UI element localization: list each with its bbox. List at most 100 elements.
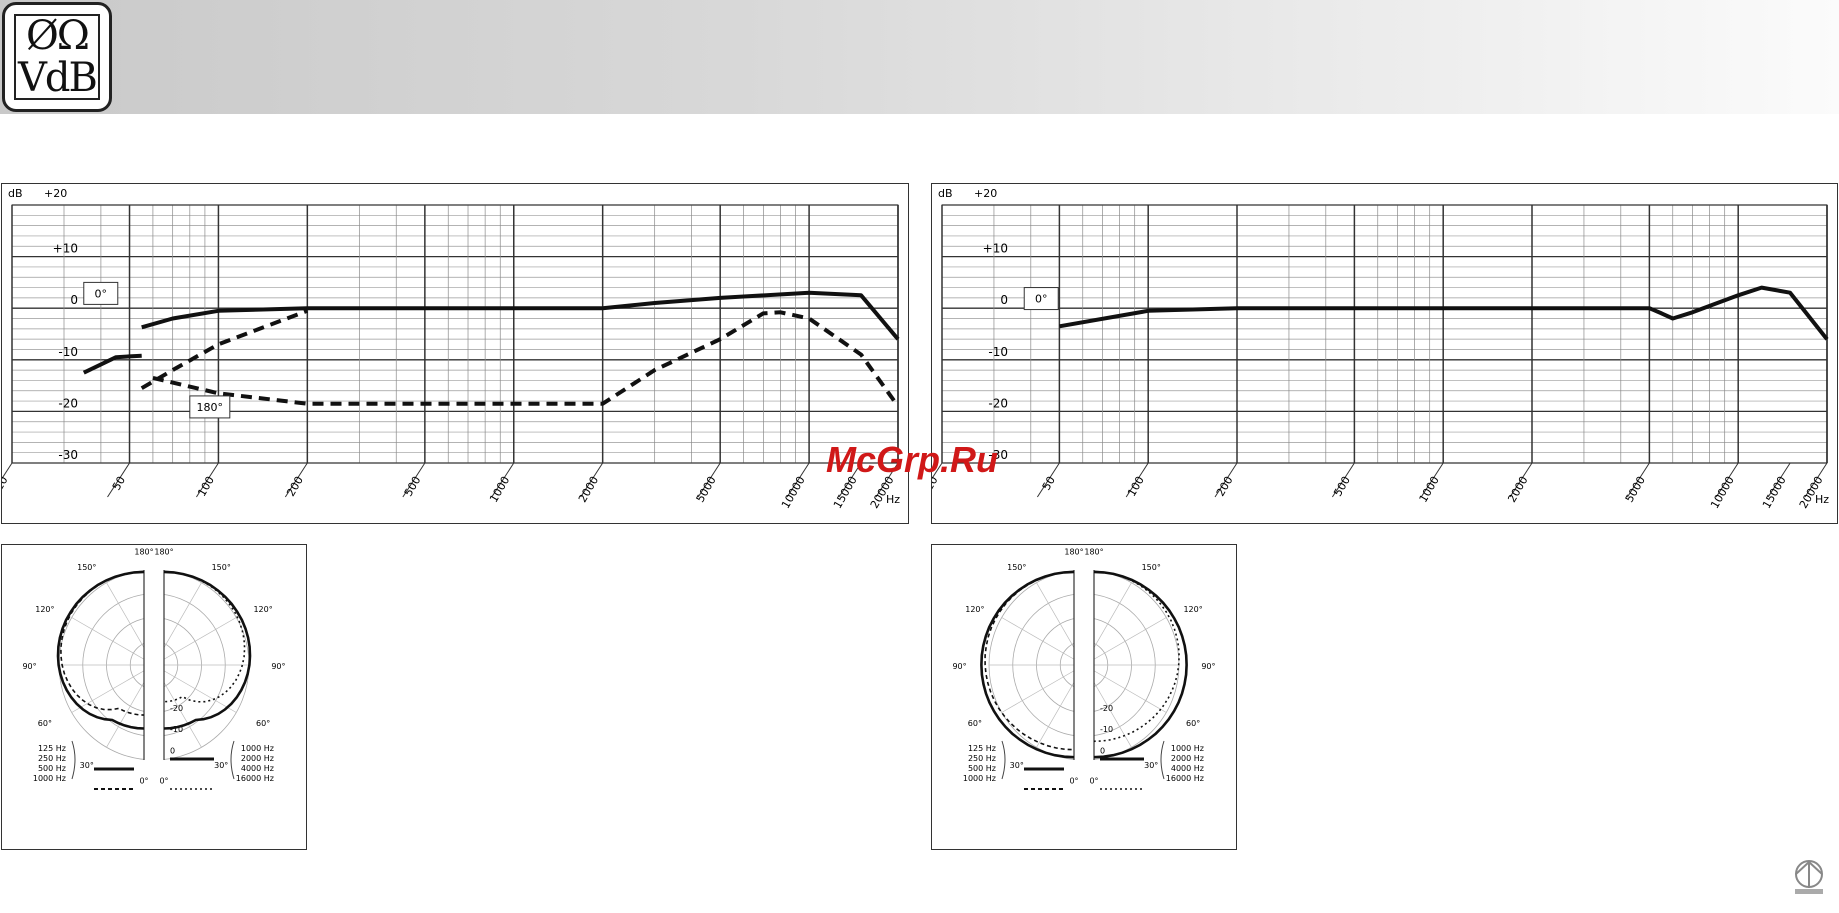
x-tick-mark xyxy=(1715,462,1739,498)
x-tick-label: 100 xyxy=(1125,474,1147,499)
x-unit-label: Hz xyxy=(886,493,900,506)
polar-curve xyxy=(1093,570,1188,759)
x-tick-mark xyxy=(196,462,219,498)
angle-label: 150° xyxy=(212,563,231,572)
polar-curve xyxy=(163,570,252,730)
legend-label: 16000 Hz xyxy=(1166,774,1204,783)
x-tick-label: 10000 xyxy=(1708,474,1737,511)
x-tick-label: 1000 xyxy=(1417,474,1442,505)
ring-label: -20 xyxy=(1100,704,1113,713)
x-tick-mark xyxy=(1331,462,1355,498)
polar-spoke xyxy=(1083,617,1167,666)
angle-label: 30° xyxy=(1144,761,1158,770)
polar-spoke xyxy=(71,664,155,713)
legend-label: 1000 Hz xyxy=(1171,744,1204,753)
angle-label: 0° xyxy=(1089,776,1098,785)
legend-brace xyxy=(1001,740,1006,780)
y-tick-label: +10 xyxy=(983,242,1008,256)
header-banner: ØΩ VdB xyxy=(0,0,1839,114)
brand-logo: ØΩ VdB xyxy=(2,2,112,112)
y-tick-label: 0 xyxy=(1000,293,1008,307)
x-tick-label: 500 xyxy=(1331,474,1353,499)
angle-label: 180° xyxy=(1084,548,1103,557)
angle-label: 30° xyxy=(214,761,228,770)
x-tick-label: 200 xyxy=(284,474,306,499)
angle-label: 0° xyxy=(1069,776,1078,785)
x-tick-mark xyxy=(402,462,426,498)
legend-brace xyxy=(71,740,76,780)
angle-label: 30° xyxy=(80,761,94,770)
angle-label: 60° xyxy=(1186,719,1200,728)
x-tick-mark xyxy=(580,462,604,498)
x-unit-label: Hz xyxy=(1815,493,1829,506)
y-tick-label: -10 xyxy=(988,345,1008,359)
angle-label: 90° xyxy=(1201,662,1215,671)
polar-spoke xyxy=(153,617,237,666)
plot-frame xyxy=(941,204,1828,464)
x-tick-label: 50 xyxy=(1040,474,1058,493)
y-tick-label: -30 xyxy=(988,448,1008,462)
legend-label: 1000 Hz xyxy=(33,774,66,783)
x-tick-label: 1000 xyxy=(487,474,512,505)
angle-label: 90° xyxy=(22,662,36,671)
x-tick-mark xyxy=(697,462,721,498)
y-tick-label: -20 xyxy=(58,396,78,410)
annotation-box xyxy=(189,395,231,419)
x-tick-mark xyxy=(491,462,515,498)
x-tick-mark xyxy=(284,462,308,498)
series-line xyxy=(1059,285,1829,341)
annotation-label: 0° xyxy=(1035,293,1048,306)
polar-pattern-plot-2: 180° 180° 150° 150° 120° 120° 90° 90° 60° 60° 30° 3… xyxy=(952,548,1216,790)
legend-label: 4000 Hz xyxy=(241,764,274,773)
legend-label: 125 Hz xyxy=(38,744,66,753)
x-tick-mark xyxy=(1420,462,1444,498)
polar-spoke xyxy=(153,664,237,713)
angle-label: 0° xyxy=(159,776,168,785)
polar-spoke xyxy=(1001,617,1085,666)
polar-split-gap xyxy=(1074,558,1094,772)
legend-label: 500 Hz xyxy=(38,764,66,773)
watermark-text: McGrp.Ru xyxy=(826,439,999,480)
x-tick-label: 20 xyxy=(932,474,941,493)
logo-frame: ØΩ VdB xyxy=(14,14,100,100)
x-tick-mark xyxy=(1767,462,1791,498)
polar-pattern-chart-1: 180° 180° 150° 150° 120° 120° 90° 90° 60° 60° 30° 3… xyxy=(1,544,307,850)
x-tick-label: 15000 xyxy=(1760,474,1789,511)
x-tick-label: 500 xyxy=(402,474,424,499)
legend-label: 2000 Hz xyxy=(241,754,274,763)
y-tick-label: +10 xyxy=(53,242,78,256)
polar-pattern-plot-1: 180° 180° 150° 150° 120° 120° 90° 90° 60° 60° 30° 3… xyxy=(22,548,286,790)
polar-curve xyxy=(56,570,145,730)
angle-label: 90° xyxy=(271,662,285,671)
polar-pattern-chart-2: 180° 180° 150° 150° 120° 120° 90° 90° 60° 60° 30° 3… xyxy=(931,544,1237,850)
frequency-response-chart-1: dB +20 +10 0 -10 -20 -30 20 50 100 200 500 1000 2000 5… xyxy=(1,183,909,524)
angle-label: 120° xyxy=(1183,605,1202,614)
angle-label: 150° xyxy=(1007,563,1026,572)
ring-label: -20 xyxy=(170,704,183,713)
x-tick-mark xyxy=(1214,462,1238,498)
y-unit-label: dB xyxy=(8,187,23,200)
angle-label: 120° xyxy=(253,605,272,614)
series-line xyxy=(140,308,309,390)
legend-label: 16000 Hz xyxy=(236,774,274,783)
brand-emblem-icon xyxy=(1795,860,1823,894)
polar-curve xyxy=(60,571,145,716)
ring-label: -10 xyxy=(1100,725,1113,734)
x-tick-label: 5000 xyxy=(1623,474,1648,505)
frequency-response-plot-2: dB +20 +10 0 -10 -20 -30 20 50 100 200 500 1000 2000 5… xyxy=(932,187,1829,511)
y-tick-label: -30 xyxy=(58,448,78,462)
annotation-box xyxy=(83,281,119,305)
ring-label: 0 xyxy=(170,747,175,756)
x-tick-mark xyxy=(838,462,862,498)
angle-label: 120° xyxy=(965,605,984,614)
angle-label: 180° xyxy=(154,548,173,557)
angle-label: 120° xyxy=(35,605,54,614)
polar-curve xyxy=(980,570,1075,759)
y-tick-label: 0 xyxy=(70,293,78,307)
legend-label: 250 Hz xyxy=(38,754,66,763)
ring-label: 0 xyxy=(1100,747,1105,756)
annotation-box xyxy=(1023,287,1059,311)
frequency-response-plot-1: dB +20 +10 0 -10 -20 -30 20 50 100 200 500 1000 2000 5… xyxy=(2,187,900,511)
x-tick-label: 100 xyxy=(195,474,217,499)
x-tick-mark xyxy=(875,462,899,498)
